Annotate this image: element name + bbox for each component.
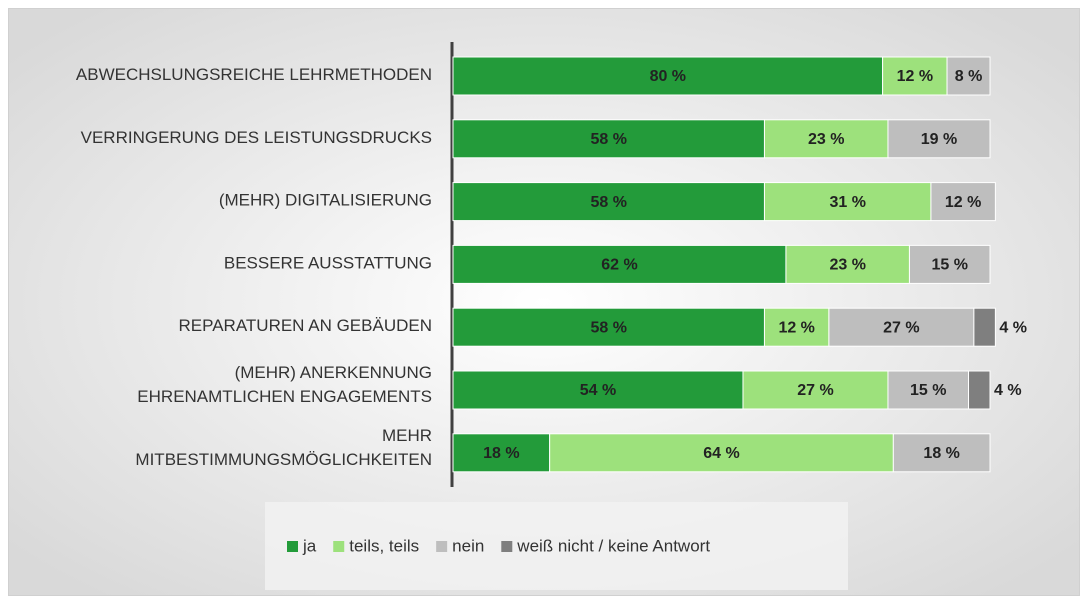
value-label: 31 % [829,194,865,211]
bar-segment [930,182,996,222]
legend-swatch [287,541,298,552]
value-label: 62 % [601,257,637,274]
value-label: 27 % [883,319,919,336]
category-label: MEHR MITBESTIMMUNGSMÖGLICHKEITEN [135,426,432,469]
legend-label: weiß nicht / keine Antwort [516,536,710,555]
value-label: 23 % [829,257,865,274]
value-label: 58 % [590,319,626,336]
bar-segment [452,433,551,473]
bar-segment [742,370,889,410]
chart-background [8,8,1080,596]
bar-segment [763,182,932,222]
bar-segment [452,119,765,159]
legend-box [265,502,848,590]
legend-label: ja [302,536,317,555]
bar-segment [946,56,991,96]
category-label: BESSERE AUSSTATTUNG [224,254,432,273]
bar-segment [452,370,744,410]
value-label: 19 % [921,131,957,148]
value-label: 8 % [955,68,983,85]
value-label: 15 % [910,382,946,399]
bar-segment [549,433,894,473]
legend-label: teils, teils [349,536,419,555]
value-label: 4 % [994,382,1022,399]
category-label: (MEHR) ANERKENNUNG EHRENAMTLICHEN ENGAGEM… [137,363,432,406]
value-label: 18 % [483,445,519,462]
value-label: 12 % [897,68,933,85]
value-label: 27 % [797,382,833,399]
value-label: 12 % [945,194,981,211]
value-label: 64 % [703,445,739,462]
bar-segment [887,119,991,159]
bar-segment [973,307,996,347]
category-label: REPARATUREN AN GEBÄUDEN [179,317,432,336]
category-label: (MEHR) DIGITALISIERUNG [219,191,432,210]
bar-segment [763,119,889,159]
value-label: 4 % [999,319,1027,336]
value-label: 18 % [923,445,959,462]
legend-label: nein [452,536,484,555]
value-label: 58 % [590,131,626,148]
value-label: 23 % [808,131,844,148]
value-label: 12 % [778,319,814,336]
bar-segment [452,307,765,347]
legend-swatch [501,541,513,552]
bar-segment [882,56,948,96]
bar-segment [785,244,910,284]
bar-segment [908,244,991,284]
bar-segment [452,56,884,96]
value-label: 58 % [590,194,626,211]
value-label: 15 % [931,257,967,274]
value-label: 80 % [650,68,686,85]
legend-swatch [333,541,345,552]
bar-segment [968,370,991,410]
bar-segment [452,244,787,284]
legend-swatch [436,541,448,552]
category-label: VERRINGERUNG DES LEISTUNGSDRUCKS [81,128,432,147]
value-label: 54 % [580,382,616,399]
bar-segment [892,433,991,473]
category-label: ABWECHSLUNGSREICHE LEHRMETHODEN [76,65,432,84]
